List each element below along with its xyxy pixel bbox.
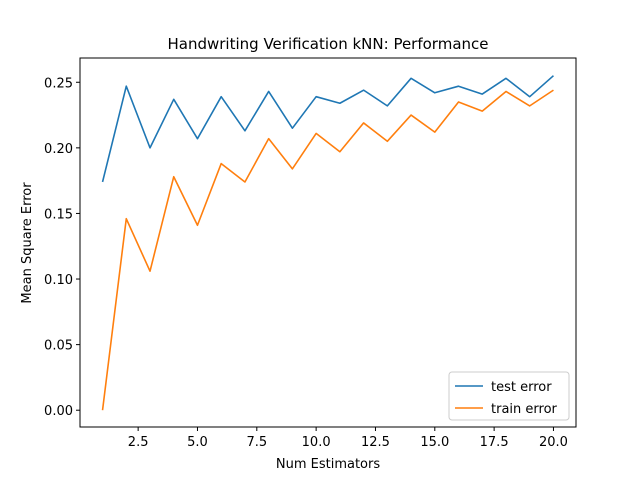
plot-area [79,57,577,428]
y-tick-label: 0.15 [44,207,73,222]
y-tick-label: 0.10 [44,273,73,288]
x-tick-label: 15.0 [420,435,449,450]
x-tick-label: 2.5 [128,435,149,450]
x-tick-label: 7.5 [246,435,267,450]
y-tick-label: 0.00 [44,404,73,419]
series-line-train-error [101,89,554,411]
y-tick-label: 0.25 [44,76,73,91]
y-axis-label: Mean Square Error [20,182,35,304]
y-tick-label: 0.20 [44,142,73,157]
series-layer [101,75,554,411]
x-tick-label: 5.0 [187,435,208,450]
legend-label: train error [491,402,558,417]
x-tick-label: 17.5 [480,435,509,450]
chart-title: Handwriting Verification kNN: Performanc… [168,35,489,53]
plot-frame [79,57,577,428]
x-axis: 2.5 5.0 7.5 10.0 12.5 15.0 17.5 20.0 [128,427,568,450]
x-axis-label: Num Estimators [276,457,380,472]
y-tick-label: 0.05 [44,339,73,354]
series-line-test-error [101,75,554,183]
legend-label: test error [491,380,552,395]
x-tick-label: 10.0 [302,435,331,450]
y-axis: 0.00 0.05 0.10 0.15 0.20 0.25 [44,76,80,419]
x-tick-label: 12.5 [361,435,390,450]
legend: test error train error [448,371,570,421]
x-tick-label: 20.0 [539,435,568,450]
